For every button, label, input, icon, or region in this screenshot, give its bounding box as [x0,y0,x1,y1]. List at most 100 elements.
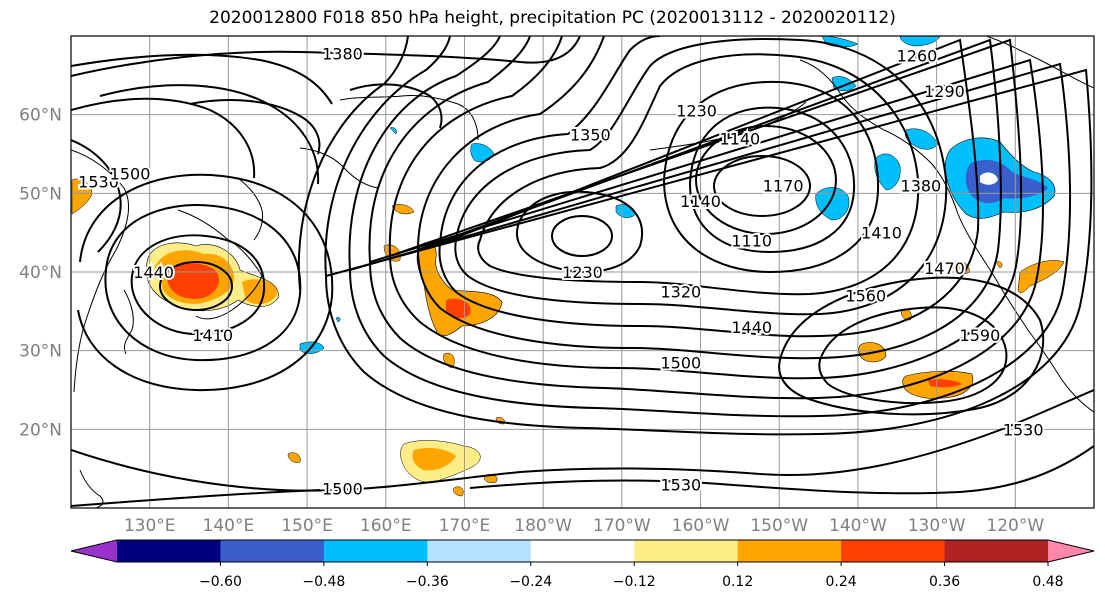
contour-label: 1140 [720,129,761,148]
contour-label: 1440 [133,263,174,282]
contour-label: 1530 [78,173,119,192]
contour-label: 1260 [897,47,938,66]
x-tick-label: 140°E [203,516,255,536]
contour-label: 1500 [110,165,151,184]
colorbar-tick-label: 0.24 [826,574,857,590]
contour-1260 [477,53,920,296]
contour-1230-small [551,215,613,257]
x-tick-label: 150°W [750,516,808,536]
colorbar-extend-max [1048,540,1094,562]
contour-1530-japan [71,139,122,253]
x-tick-label: 150°E [281,516,333,536]
contour-northwest-2 [189,99,321,155]
contour-1380 [71,36,581,77]
colorbar [70,539,1095,563]
colorbar-segment [634,540,739,562]
x-tick-label: 170°W [593,516,651,536]
contour-label: 1170 [763,176,804,195]
contour-label: 1290 [924,82,965,101]
contour-1110 [713,155,811,217]
precipitation-shading [71,36,1065,497]
x-tick-label: 160°E [360,516,412,536]
colorbar-tick-label: −0.48 [302,574,345,590]
colorbar-segment [117,540,221,562]
contour-label: 1530 [1003,420,1044,439]
colorbar-tick-labels: −0.60 −0.48 −0.36 −0.24 −0.12 0.12 0.24 0.36 0.4… [199,562,1064,590]
map-frame [70,35,1095,509]
contour-label: 1380 [322,44,363,63]
contour-1170 [688,106,856,254]
contour-1320 [438,36,980,338]
contour-label: 1110 [731,232,772,251]
y-tick-label: 60°N [19,106,62,126]
x-tick-label: 120°W [986,516,1044,536]
contour-label: 1410 [192,326,233,345]
x-tick-label: 170°E [439,516,491,536]
contour-1500-north [71,97,256,179]
contour-1440 [348,36,1072,418]
contour-1380b [388,36,1023,380]
colorbar-tick-label: 0.36 [929,574,960,590]
contour-upper-left [71,53,443,129]
gridlines [71,36,1094,508]
contour-label: 1440 [731,318,772,337]
colorbar-segment [220,540,325,562]
y-tick-label: 50°N [19,184,62,204]
colorbar-tick-label: −0.60 [199,574,242,590]
colorbar-segment [427,540,532,562]
contour-label: 1500 [661,353,702,372]
y-tick-label: 40°N [19,263,62,283]
contour-1290 [454,38,948,316]
negative-anomaly-alaska [874,153,901,191]
colorbar-tick-label: −0.12 [613,574,656,590]
positive-anomaly-central-pacific [416,242,503,337]
contour-label: 1590 [960,326,1001,345]
contour-label: 1140 [680,192,721,211]
map-title: 2020012800 F018 850 hPa height, precipit… [209,8,896,28]
colorbar-segment [323,540,428,562]
contour-1530 [71,445,1094,507]
height-contours [71,36,1094,507]
contour-label: 1320 [661,283,702,302]
colorbar-tick-label: 0.12 [722,574,753,590]
contour-1200 [662,80,880,274]
x-tick-label: 130°E [124,516,176,536]
contour-1440-japan [130,234,266,336]
contour-1470-japan [104,204,302,362]
y-tick-labels: 60°N 50°N 40°N 30°N 20°N [19,106,62,441]
contour-label: 1230 [562,263,603,282]
y-tick-label: 30°N [19,342,62,362]
x-tick-label: 180°W [514,516,572,536]
contour-1410-japan [159,261,233,311]
contour-labels: 1380 1260 1290 1230 1350 1140 1170 1140 1110 1230… [76,42,1045,500]
x-tick-label: 160°W [672,516,730,536]
contour-label: 1230 [676,102,717,121]
contour-label: 1410 [861,224,902,243]
contour-1410-east [368,36,1045,400]
colorbar-outline [70,539,1095,563]
contour-label: 1500 [322,479,363,498]
colorbar-segment [841,540,946,562]
contour-label: 1350 [570,125,611,144]
contour-label: 1470 [924,259,965,278]
contour-1590 [818,306,1008,405]
colorbar-tick-label: 0.48 [1032,574,1063,590]
colorbar-tick-label: −0.36 [406,574,449,590]
colorbar-segment [944,540,1049,562]
colorbar-tick-label: −0.24 [509,574,552,590]
coastlines [71,36,1094,508]
contour-1500 [71,36,1094,492]
contour-label: 1380 [901,176,942,195]
contour-1470 [324,36,1093,436]
contour-label: 1560 [845,287,886,306]
x-tick-label: 130°W [908,516,966,536]
contour-1350 [416,36,1002,360]
colorbar-segment [737,540,842,562]
colorbar-segment [530,540,635,562]
contour-1470-north [99,84,320,185]
contour-label: 1530 [661,475,702,494]
contour-1560 [778,276,1045,416]
y-tick-label: 20°N [19,420,62,440]
contour-1500-japan [77,173,334,392]
colorbar-extend-min [71,540,117,562]
